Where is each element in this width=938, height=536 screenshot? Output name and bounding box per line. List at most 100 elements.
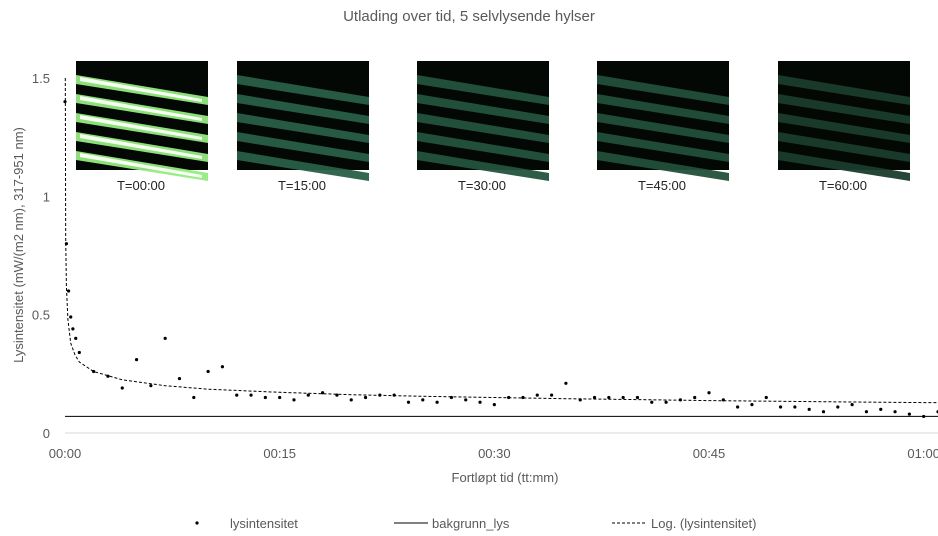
data-point (71, 327, 75, 331)
glow-tube-core (80, 115, 202, 140)
legend-item-log-trend: Log. (lysintensitet) (612, 516, 757, 531)
x-tick-label: 00:30 (478, 446, 511, 461)
data-point (120, 386, 124, 390)
photo-label: T=30:00 (458, 178, 506, 193)
data-point (778, 405, 783, 409)
glow-tube (597, 151, 729, 181)
data-point (464, 398, 468, 402)
data-point (449, 395, 454, 400)
legend-marker-dot (195, 521, 199, 525)
photo-label: T=00:00 (117, 178, 165, 193)
data-point (92, 369, 96, 374)
data-point (349, 398, 353, 402)
glow-tube (237, 132, 369, 162)
glow-tube (778, 151, 910, 181)
data-point (235, 393, 239, 397)
glow-tube-core (80, 77, 202, 102)
data-point (736, 405, 740, 409)
data-point (521, 395, 525, 400)
glow-tube (778, 75, 910, 105)
data-point (635, 395, 640, 400)
data-point (836, 405, 840, 409)
y-axis-label: Lysintensitet (mW/(m2 nm), 317-951 nm) (11, 127, 26, 363)
data-point (220, 365, 225, 369)
photo-3: T=45:00 (597, 61, 729, 193)
log-trendline (64, 77, 938, 404)
data-point (922, 414, 926, 419)
glow-tube-core (80, 96, 202, 121)
glow-tube (778, 94, 910, 124)
photo-label: T=60:00 (819, 178, 867, 193)
data-point (850, 403, 854, 407)
data-point (134, 358, 139, 362)
data-point (664, 400, 668, 404)
glow-tube (417, 151, 549, 181)
glow-tube (597, 113, 729, 143)
data-point (321, 391, 325, 395)
data-point (74, 336, 78, 340)
legend-label-log-trend: Log. (lysintensitet) (651, 516, 757, 531)
data-point (693, 395, 697, 400)
glow-tube-core (80, 134, 202, 159)
glow-tube (237, 113, 369, 143)
glow-tube (597, 132, 729, 162)
data-point (206, 369, 210, 374)
data-point (335, 393, 339, 397)
data-point (263, 395, 267, 400)
x-axis-label: Fortløpt tid (tt:mm) (452, 470, 559, 485)
data-point (864, 410, 869, 414)
data-point (149, 384, 153, 388)
data-point (535, 393, 539, 397)
y-tick-label: 1 (43, 189, 50, 204)
data-point (707, 391, 711, 395)
glow-tube (417, 75, 549, 105)
data-point (807, 407, 811, 411)
data-point (77, 350, 81, 355)
data-point (306, 393, 310, 397)
y-tick-label: 0 (43, 426, 50, 441)
data-point (63, 100, 67, 104)
data-point (764, 395, 768, 400)
y-tick-label: 1.5 (32, 71, 50, 86)
glow-tube (417, 113, 549, 143)
data-point (893, 410, 897, 414)
data-point (564, 381, 568, 385)
y-tick-labels: 0 0.5 1 1.5 (32, 71, 50, 441)
data-point (821, 410, 826, 414)
x-tick-label: 00:45 (693, 446, 726, 461)
photo-2: T=30:00 (417, 61, 549, 193)
legend-item-lysintensitet: lysintensitet (195, 516, 298, 531)
glow-tube (237, 75, 369, 105)
legend-item-bakgrunn-lys: bakgrunn_lys (394, 516, 510, 531)
legend-label-lysintensitet: lysintensitet (230, 516, 298, 531)
data-point (406, 400, 411, 404)
data-point (435, 400, 439, 404)
data-point (507, 395, 511, 400)
data-point (69, 315, 73, 319)
photo-0: T=00:00 (76, 61, 208, 193)
photo-4: T=60:00 (778, 61, 910, 193)
data-point (607, 395, 611, 400)
data-point (879, 407, 883, 411)
data-point (292, 398, 296, 402)
data-point (421, 398, 425, 402)
data-point (592, 395, 597, 400)
glow-tube (417, 94, 549, 124)
photo-strip: T=00:00 T=15:00 T=30:00 T=45:00 T=60:00 (76, 61, 910, 193)
data-point (192, 395, 196, 400)
data-point (578, 398, 582, 402)
data-point (249, 393, 253, 397)
data-point (64, 242, 69, 246)
data-point (106, 374, 110, 378)
data-point (66, 289, 71, 293)
data-point (721, 398, 725, 402)
data-point (621, 395, 625, 400)
glow-tube (597, 94, 729, 124)
data-point (750, 403, 754, 407)
data-point (650, 400, 654, 404)
data-point (478, 400, 482, 404)
data-point (378, 393, 382, 397)
glow-tube (597, 75, 729, 105)
glow-tube (778, 113, 910, 143)
data-point (907, 412, 911, 416)
